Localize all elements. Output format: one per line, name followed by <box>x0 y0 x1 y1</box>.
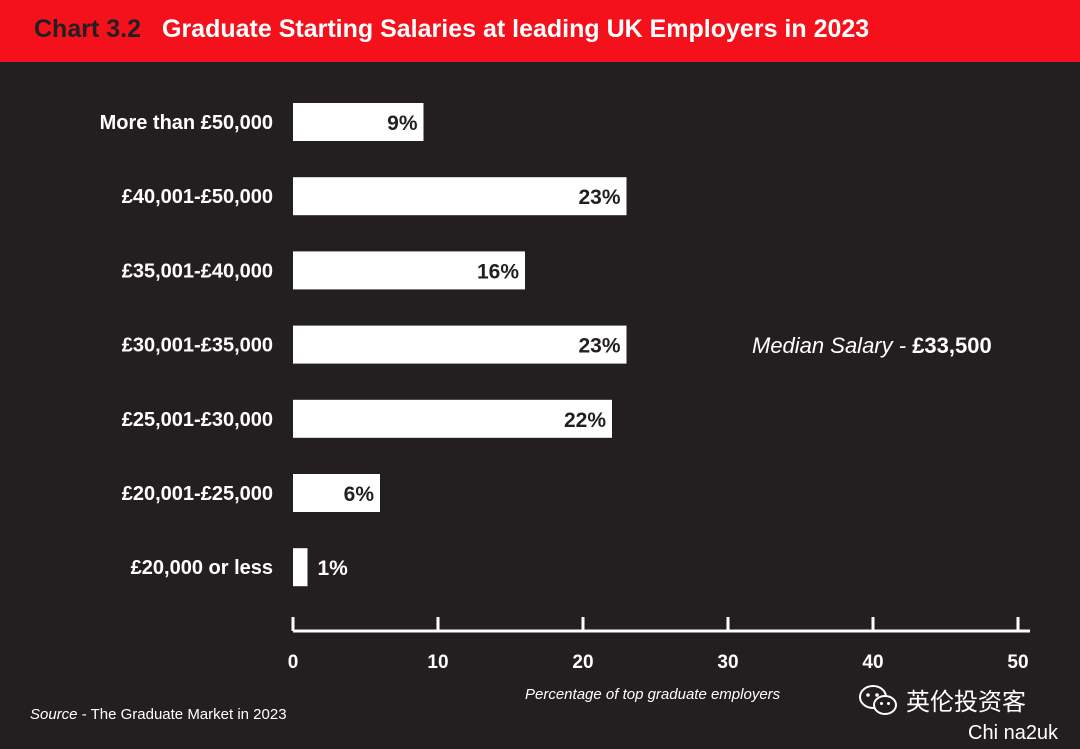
chart-number: Chart 3.2 <box>34 15 141 43</box>
category-label: £40,001-£50,000 <box>122 186 273 208</box>
watermark-text: 英伦投资客 <box>906 689 1026 716</box>
data-label: 23% <box>578 186 620 209</box>
bar <box>293 474 380 512</box>
source-text: - The Graduate Market in 2023 <box>77 706 287 723</box>
bar <box>293 177 627 216</box>
watermark: 英伦投资客 <box>858 682 1026 717</box>
data-label: 9% <box>387 112 418 135</box>
x-axis-label: Percentage of top graduate employers <box>525 686 781 703</box>
x-tick-label: 20 <box>572 652 593 673</box>
category-label: More than £50,000 <box>100 112 273 134</box>
bar-chart: More than £50,000 9% £40,001-£50,000 23% £35… <box>100 103 1030 673</box>
bar <box>293 325 627 364</box>
median-annotation: Median Salary - £33,500 <box>752 333 992 359</box>
data-label: 6% <box>344 483 375 506</box>
bar <box>293 399 612 438</box>
x-tick-label: 0 <box>288 652 299 673</box>
median-value: £33,500 <box>912 333 992 358</box>
category-label: £20,001-£25,000 <box>122 483 273 505</box>
source-label: Source <box>30 706 78 723</box>
bar <box>293 548 308 587</box>
x-tick-label: 40 <box>862 652 883 673</box>
chart-title: Graduate Starting Salaries at leading UK… <box>162 15 870 43</box>
median-label: Median Salary - <box>752 333 913 358</box>
x-tick-label: 50 <box>1007 652 1028 673</box>
category-label: £20,000 or less <box>131 557 273 579</box>
category-label: £30,001-£35,000 <box>122 335 273 357</box>
data-label: 22% <box>564 409 606 432</box>
data-label: 16% <box>477 260 519 283</box>
bar <box>293 251 525 290</box>
category-label: £25,001-£30,000 <box>122 409 273 431</box>
data-label: 1% <box>318 557 349 580</box>
category-label: £35,001-£40,000 <box>122 260 273 282</box>
x-tick-label: 10 <box>427 652 448 673</box>
chart-header: Chart 3.2 Graduate Starting Salaries at … <box>0 0 1080 62</box>
data-label: 23% <box>578 335 620 358</box>
bar <box>293 103 424 141</box>
wechat-icon <box>859 684 897 715</box>
source-note: Source - The Graduate Market in 2023 <box>30 706 287 723</box>
watermark-sub: Chi na2uk <box>968 722 1059 744</box>
x-tick-label: 30 <box>717 652 738 673</box>
